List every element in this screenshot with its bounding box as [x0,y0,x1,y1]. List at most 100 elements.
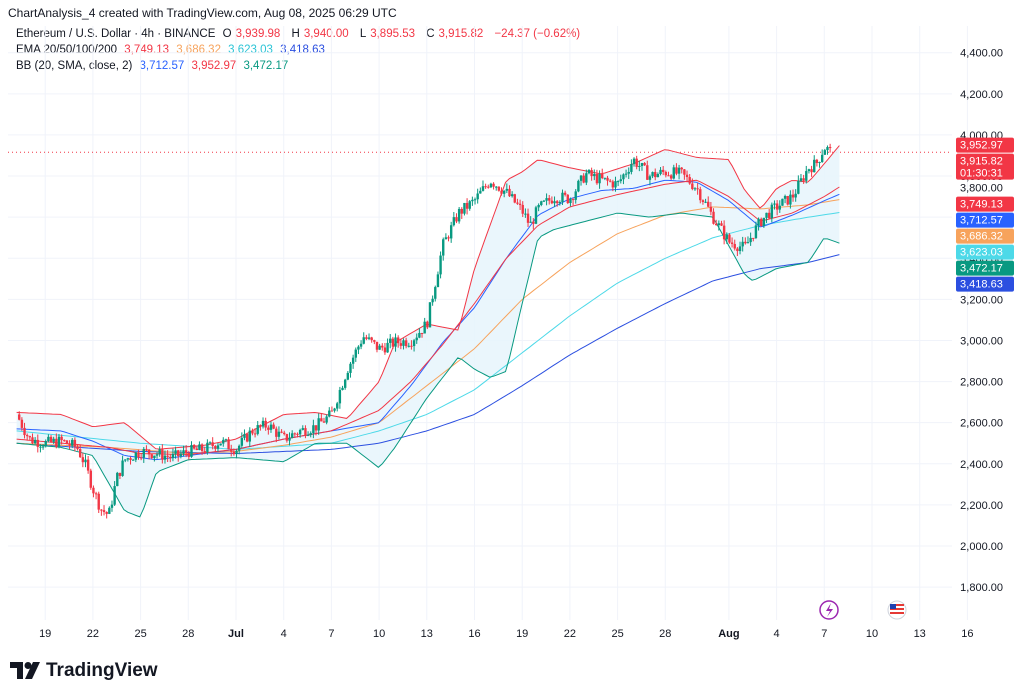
candle-body [622,174,625,180]
price-tick-label: 4,400.00 [960,48,1003,60]
candle-body [656,173,660,178]
candle-body [603,177,607,179]
candle-body [412,340,416,347]
candle-body [760,218,763,226]
candle-body [129,458,132,460]
candle-body [343,379,347,388]
candle-body [198,444,201,451]
time-axis[interactable]: 19 22 25 28 Jul 4 7 10 13 16 19 22 25 28 Aug 4 7 10 13 16 [39,628,973,640]
candle-body [481,186,485,191]
candle-body [124,459,127,461]
price-tag-label: 3,800.00 [960,183,1003,195]
candle-body [436,274,440,288]
candle-body [566,194,569,204]
candle-body [187,452,191,457]
candle-body [410,345,413,347]
candle-body [264,420,267,428]
candle-body [65,440,69,445]
candle-body [730,242,734,244]
tradingview-logo[interactable]: TradingView [10,660,158,682]
candle-body [89,470,92,488]
candle-body [810,169,813,173]
candle-body [495,186,498,188]
candle-body [659,169,662,174]
candle-body [330,410,334,412]
candle-body [20,419,24,428]
price-tag-box [956,212,1014,228]
candle-body [39,446,42,448]
candle-body [460,208,463,214]
candle-body [367,337,371,339]
open-price: O 3,939.98 [222,28,281,40]
close-price: C 3,915.82 [426,28,484,40]
price-tag-label: 3,418.63 [960,279,1003,291]
event-icons[interactable] [819,600,907,620]
price-tag-box [956,153,1014,180]
candle-body [455,217,458,222]
candle-body [558,202,562,204]
bb-basis-value: 3,712.57 [139,60,185,72]
candle-body [25,435,29,437]
candle-body [320,418,323,422]
candle-body [691,183,694,189]
candle-body [646,165,649,180]
price-axis[interactable]: 1,800.00 2,000.00 2,200.00 2,400.00 2,600.00… [960,48,1003,594]
candle-body [577,180,580,192]
price-tick-label: 2,400.00 [960,459,1003,471]
time-tick-label: 7 [328,628,334,640]
candle-body [534,207,538,224]
candle-body [799,178,803,181]
time-tick-label: 19 [39,628,51,640]
candle-body [121,460,124,476]
candle-body [797,180,800,194]
candle-body [314,425,318,431]
time-tick-label: 4 [281,628,287,640]
price-tick-label: 2,200.00 [960,500,1003,512]
candle-body [529,221,532,223]
candle-body [513,194,516,203]
candle-body [487,186,490,188]
candle-body [820,154,824,162]
price-tag-label: 3,472.17 [960,263,1003,275]
candle-body [508,188,511,197]
time-tick-label: 10 [866,628,878,640]
candle-body [309,433,312,435]
candle-body [251,430,254,434]
candle-body [240,437,244,446]
candle-body [434,287,437,299]
bollinger-fill [16,145,840,517]
candle-body [426,321,429,328]
candle-body [561,192,564,203]
candle-body [571,199,575,201]
candle-body [81,457,85,463]
candle-body [396,337,400,344]
time-tick-label: 4 [774,628,780,640]
candle-body [370,337,373,341]
time-tick-label: 16 [468,628,480,640]
candle-body [150,454,153,459]
candle-body [616,181,620,183]
candle-body [608,180,612,182]
candle-body [457,208,461,222]
candle-body [245,434,249,442]
countdown-label: 01:30:31 [960,168,1003,180]
candle-body [23,427,26,436]
candle-body [757,218,760,226]
candle-body [781,198,784,206]
candle-body [828,147,832,149]
candle-body [693,188,697,190]
candle-body [439,255,442,275]
candle-body [579,175,583,181]
candle-body [325,416,328,423]
candle-body [153,455,156,459]
candle-body [272,424,275,429]
price-chart[interactable]: 1,800.00 2,000.00 2,200.00 2,400.00 2,600.00… [0,0,1024,652]
candle-body [200,444,204,452]
candle-body [404,340,408,347]
candle-body [102,510,106,513]
candle-body [108,507,111,514]
candle-body [624,173,628,175]
candle-body [749,237,752,243]
candle-body [789,194,792,205]
